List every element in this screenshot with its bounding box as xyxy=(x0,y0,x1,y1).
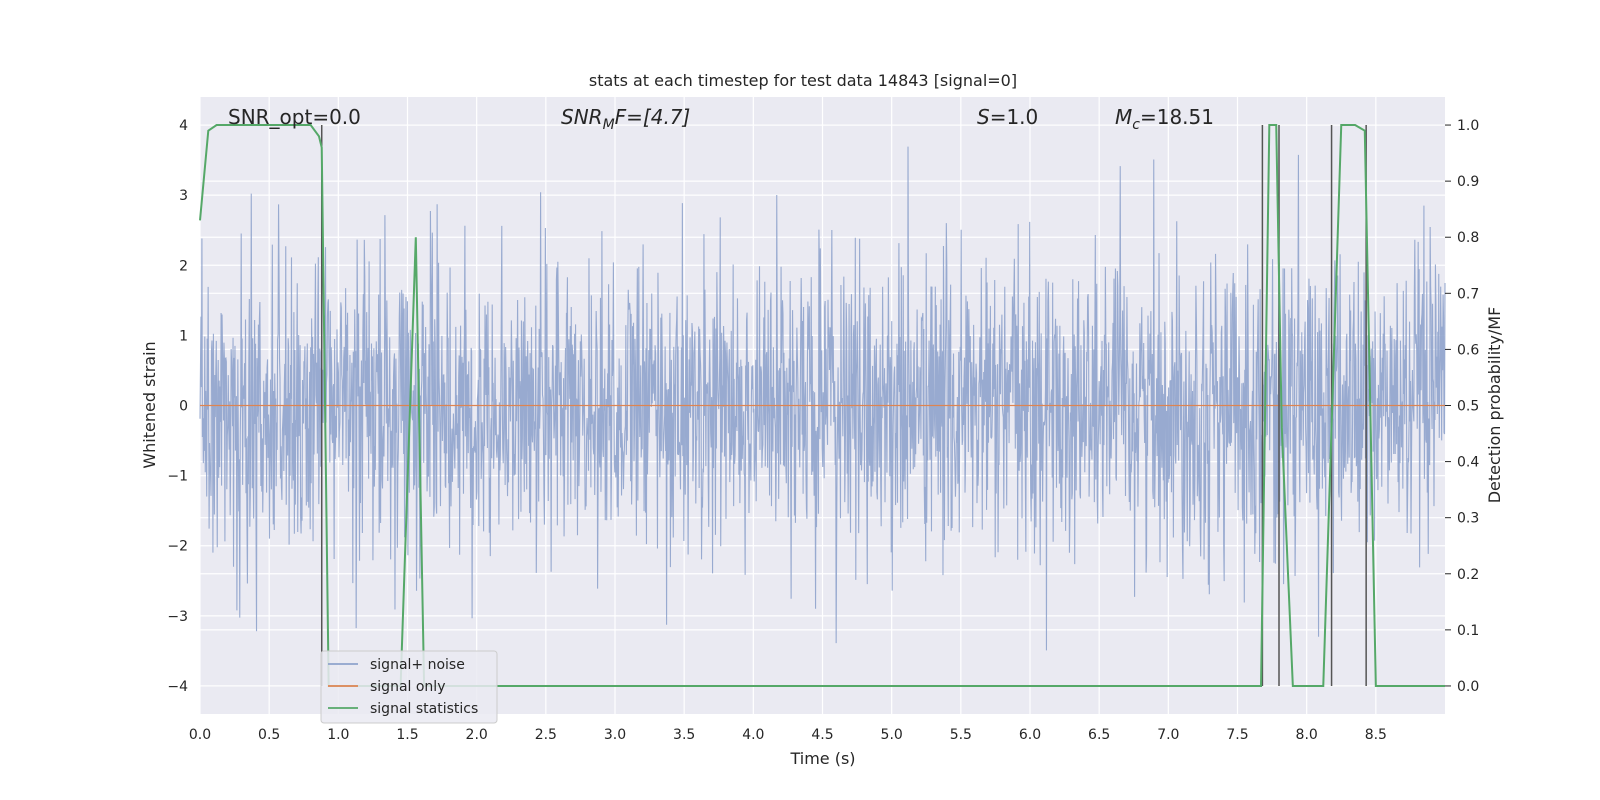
yr-tick-0.6: 0.6 xyxy=(1457,342,1479,358)
yl-tick-4: 4 xyxy=(179,118,188,134)
yl-tick-−1: −1 xyxy=(167,469,188,485)
yr-tick-0.5: 0.5 xyxy=(1457,399,1479,415)
statistics-line xyxy=(199,124,1445,687)
y-axis-right-ticks: 1.0 0.9 0.8 0.7 0.6 0.5 0.4 0.3 0.2 0.1 0.0 xyxy=(1445,118,1479,695)
yr-tick-0.4: 0.4 xyxy=(1457,455,1479,471)
x-tick-4.0: 4.0 xyxy=(742,727,764,743)
x-tick-1.5: 1.5 xyxy=(396,727,418,743)
yl-tick-1: 1 xyxy=(179,328,188,344)
x-tick-7.5: 7.5 xyxy=(1226,727,1248,743)
x-axis-label: Time (s) xyxy=(789,749,855,768)
legend-label-statistics: signal statistics xyxy=(370,701,478,717)
legend: signal+ noise signal only signal statist… xyxy=(320,650,498,724)
yl-tick-3: 3 xyxy=(179,188,188,204)
x-tick-6.0: 6.0 xyxy=(1019,727,1041,743)
yr-tick-0.9: 0.9 xyxy=(1457,174,1479,190)
noise-trace xyxy=(199,146,1446,651)
y-axis-left-ticks: 4 3 2 1 0 −1 −2 −3 −4 xyxy=(167,118,188,695)
signal-noise-series xyxy=(199,146,1446,651)
x-tick-7.0: 7.0 xyxy=(1157,727,1179,743)
annotation-snr-opt: SNR_opt=0.0 xyxy=(228,105,361,129)
yr-tick-1.0: 1.0 xyxy=(1457,118,1479,134)
legend-label-signal-only: signal only xyxy=(370,679,445,695)
y-axis-right-label: Detection probability/MF xyxy=(1485,307,1504,504)
x-tick-5.5: 5.5 xyxy=(950,727,972,743)
yr-tick-0.0: 0.0 xyxy=(1457,679,1479,695)
x-tick-1.0: 1.0 xyxy=(327,727,349,743)
y-axis-left-label: Whitened strain xyxy=(140,341,159,468)
yr-tick-0.1: 0.1 xyxy=(1457,623,1479,639)
x-tick-3.0: 3.0 xyxy=(604,727,626,743)
x-tick-5.0: 5.0 xyxy=(881,727,903,743)
x-tick-0.5: 0.5 xyxy=(258,727,280,743)
chart-title: stats at each timestep for test data 148… xyxy=(589,71,1017,90)
yl-tick-−3: −3 xyxy=(167,609,188,625)
annotation-mc: Mc=18.51 xyxy=(1115,105,1214,133)
yr-tick-0.2: 0.2 xyxy=(1457,567,1479,583)
yl-tick-−2: −2 xyxy=(167,539,188,555)
x-axis-ticks: 0.0 0.5 1.0 1.5 2.0 2.5 3.0 3.5 4.0 4.5 5.0 5.5 6.0 6… xyxy=(189,727,1387,743)
yr-tick-0.7: 0.7 xyxy=(1457,286,1479,302)
yl-tick-−4: −4 xyxy=(167,679,188,695)
annotation-snr-mf: SNRMF=[4.7] xyxy=(561,105,690,133)
x-tick-8.5: 8.5 xyxy=(1365,727,1387,743)
x-tick-2.0: 2.0 xyxy=(466,727,488,743)
x-tick-6.5: 6.5 xyxy=(1088,727,1110,743)
annotation-s: S=1.0 xyxy=(977,105,1038,129)
yl-tick-0: 0 xyxy=(179,399,188,415)
legend-label-noise: signal+ noise xyxy=(370,657,465,673)
yr-tick-0.3: 0.3 xyxy=(1457,511,1479,527)
x-tick-0.0: 0.0 xyxy=(189,727,211,743)
x-tick-8.0: 8.0 xyxy=(1296,727,1318,743)
x-tick-2.5: 2.5 xyxy=(535,727,557,743)
yl-tick-2: 2 xyxy=(179,258,188,274)
yr-tick-0.8: 0.8 xyxy=(1457,230,1479,246)
x-tick-4.5: 4.5 xyxy=(811,727,833,743)
signal-statistics-series xyxy=(199,124,1445,687)
x-tick-3.5: 3.5 xyxy=(673,727,695,743)
